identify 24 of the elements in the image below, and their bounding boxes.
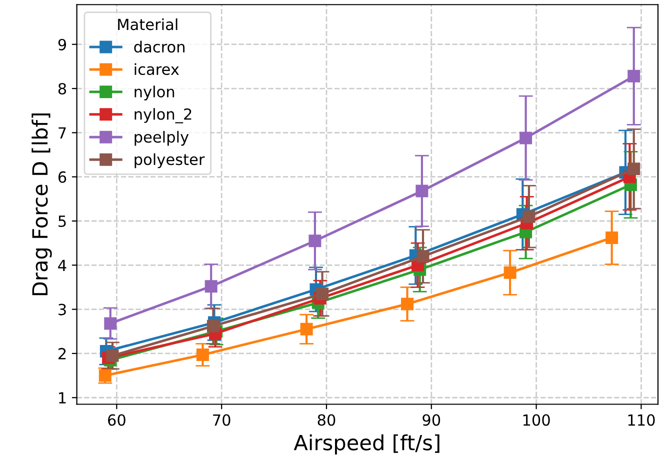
x-tick-label: 60 [108,414,126,426]
y-tick-label: 8 [58,82,66,95]
legend-label: nylon_2 [134,108,192,124]
legend-title: Material [118,18,178,30]
x-tick-label: 100 [523,414,550,426]
x-tick-label: 70 [213,414,230,426]
legend-label: peelply [134,130,189,146]
legend-label: dacron [134,40,184,53]
y-tick-label: 4 [58,260,66,271]
x-tick-label: 80 [318,414,336,426]
x-tick-label: 110 [628,414,655,426]
y-tick-label: 3 [58,304,66,316]
y-tick-label: 2 [58,348,66,360]
y-tick-label: 1 [59,392,66,404]
legend-label: icarex [134,63,179,76]
x-tick-label: 90 [422,414,440,426]
y-tick-label: 9 [58,38,66,50]
y-tick-label: 7 [58,127,66,138]
y-axis-title: Drag Force D [lbf] [32,114,52,296]
y-tick-label: 6 [58,171,66,183]
x-axis-title: Airspeed [ft/s] [294,434,440,454]
legend-label: nylon [134,86,174,100]
y-tick-label: 5 [58,216,66,228]
legend-label: polyester [134,153,205,168]
